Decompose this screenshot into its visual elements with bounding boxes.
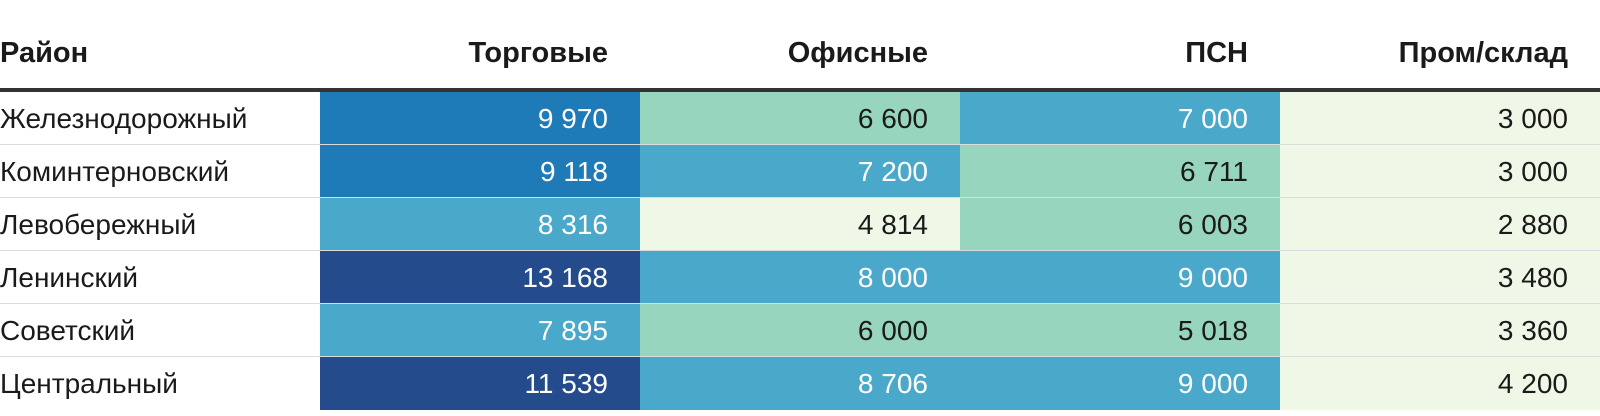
header-divider: [0, 88, 1600, 92]
value-cell: 7 895: [320, 304, 640, 357]
value-cell: 6 600: [640, 92, 960, 145]
value-cell: 8 316: [320, 198, 640, 251]
value-cell: 6 003: [960, 198, 1280, 251]
column-header-0: Район: [0, 37, 89, 69]
value-cell: 9 118: [320, 145, 640, 198]
row-divider: [0, 197, 1600, 198]
column-header-2: Офисные: [787, 37, 928, 69]
value-cell: 8 706: [640, 357, 960, 410]
value-cell: 7 000: [960, 92, 1280, 145]
value-cell: 2 880: [1280, 198, 1600, 251]
district-name: Коминтерновский: [0, 155, 230, 187]
row-divider: [0, 356, 1600, 357]
value-cell: 8 000: [640, 251, 960, 304]
value-cell: 3 360: [1280, 304, 1600, 357]
district-name: Ленинский: [0, 261, 139, 293]
row-divider: [0, 144, 1600, 145]
district-name: Центральный: [0, 367, 178, 399]
value-cell: 6 711: [960, 145, 1280, 198]
value-cell: 3 000: [1280, 92, 1600, 145]
value-cell: 6 000: [640, 304, 960, 357]
value-cell: 5 018: [960, 304, 1280, 357]
row-divider: [0, 303, 1600, 304]
value-cell: 4 200: [1280, 357, 1600, 410]
column-header-1: Торговые: [468, 37, 608, 69]
value-cell: 4 814: [640, 198, 960, 251]
column-header-4: Пром/склад: [1398, 37, 1568, 69]
value-cell: 9 000: [960, 357, 1280, 410]
row-divider: [0, 250, 1600, 251]
district-name: Левобережный: [0, 208, 197, 240]
value-cell: 3 000: [1280, 145, 1600, 198]
value-cell: 11 539: [320, 357, 640, 410]
district-name: Железнодорожный: [0, 102, 248, 134]
value-cell: 13 168: [320, 251, 640, 304]
district-name: Советский: [0, 314, 136, 346]
value-cell: 3 480: [1280, 251, 1600, 304]
column-header-3: ПСН: [1185, 37, 1248, 69]
value-cell: 9 000: [960, 251, 1280, 304]
value-cell: 9 970: [320, 92, 640, 145]
value-cell: 7 200: [640, 145, 960, 198]
